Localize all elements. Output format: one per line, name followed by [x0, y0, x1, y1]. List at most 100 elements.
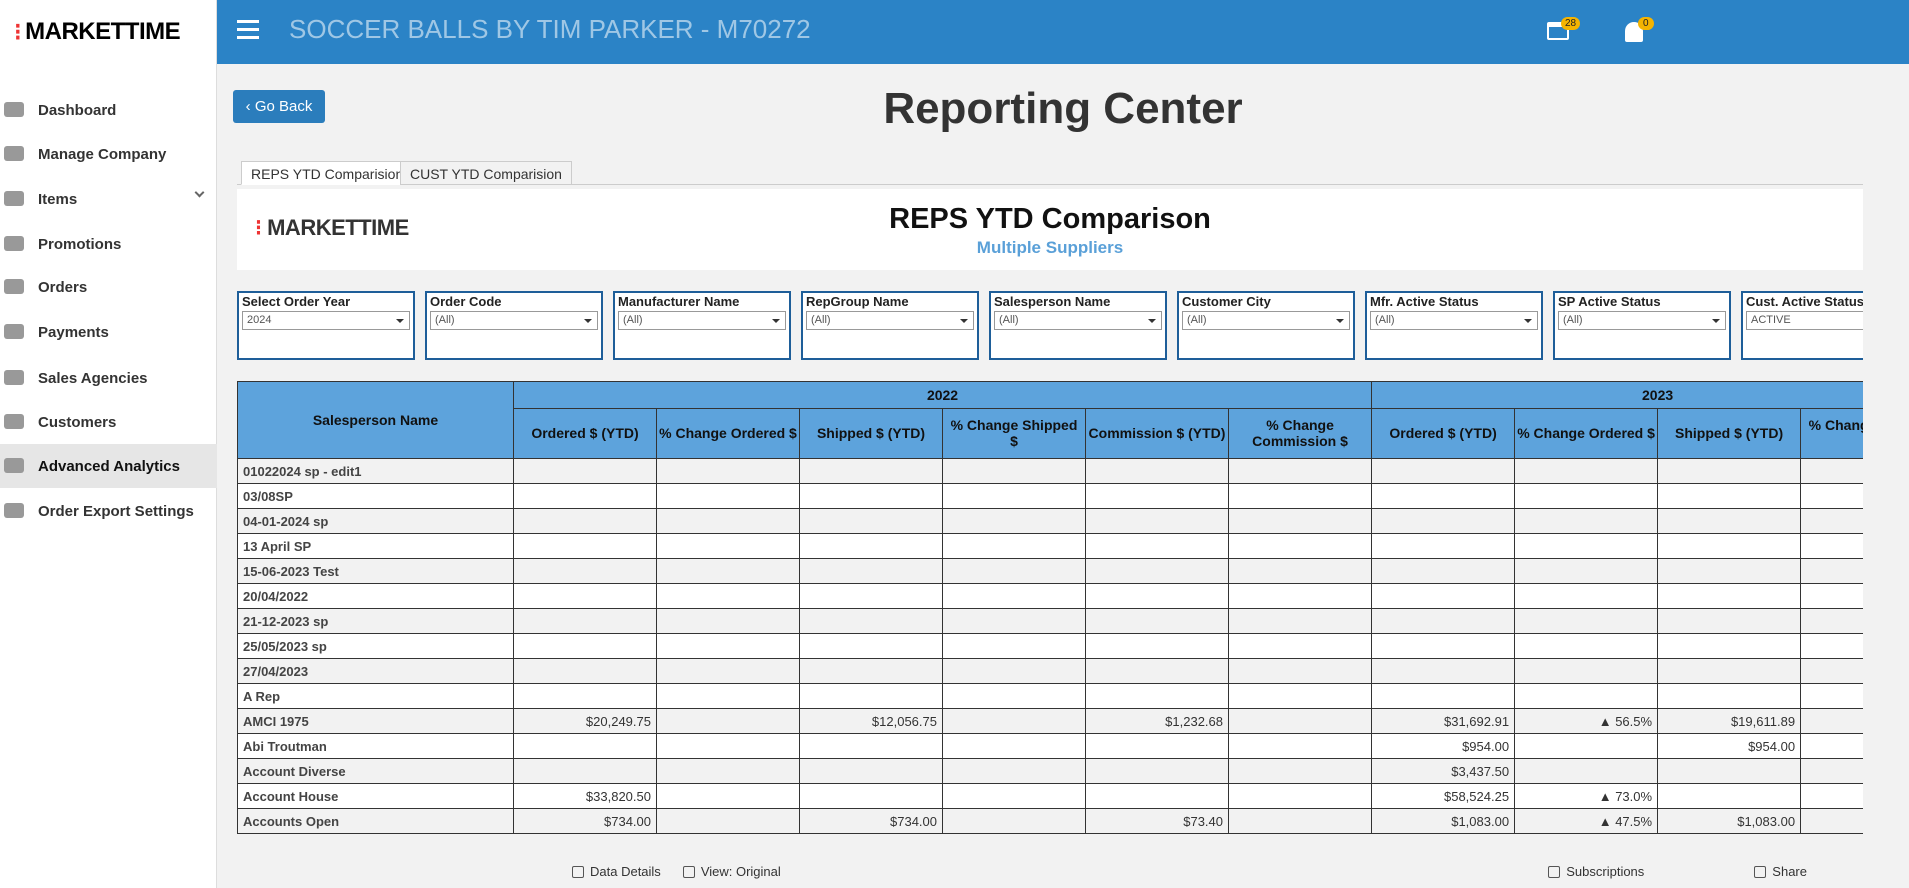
value-cell: [1657, 608, 1802, 634]
filter-select[interactable]: (All): [994, 311, 1162, 330]
value-cell: [1800, 558, 1863, 584]
value-cell: [1657, 658, 1802, 684]
value-cell: $33,820.50: [513, 783, 657, 809]
nav-label: Promotions: [38, 235, 122, 253]
filter-select[interactable]: (All): [618, 311, 786, 330]
value-cell: [1085, 658, 1229, 684]
top-bar: SOCCER BALLS BY TIM PARKER - M70272 28 0: [217, 0, 1909, 64]
nav-item[interactable]: Items: [0, 177, 217, 221]
filter-select[interactable]: (All): [1558, 311, 1726, 330]
nav-label: Advanced Analytics: [38, 457, 180, 475]
report-logo: ⁝ MARKETTIME: [255, 215, 409, 240]
cart-icon[interactable]: [1547, 22, 1569, 40]
value-cell: [1227, 483, 1373, 509]
value-cell: [1371, 508, 1516, 534]
nav-item[interactable]: Promotions: [0, 222, 217, 266]
value-cell: [799, 558, 943, 584]
table-row: 03/08SP: [237, 483, 1863, 509]
value-cell: [1227, 708, 1373, 734]
nav-item[interactable]: Manage Company: [0, 132, 217, 176]
value-cell: $954.00: [1371, 733, 1516, 759]
column-row: Ordered $ (YTD)% Change Ordered $ Shipped…: [238, 408, 1863, 459]
nav-icon: [4, 146, 24, 161]
value-cell: [513, 483, 657, 509]
value-cell: [799, 458, 943, 484]
table-row: AMCI 1975 $20,249.75 $12,056.75 $1,232.68 $3…: [237, 708, 1863, 734]
value-cell: [799, 683, 943, 709]
toolbar-button[interactable]: View: Original: [682, 864, 781, 879]
notification-count: 0: [1638, 17, 1654, 30]
filter-select[interactable]: (All): [1182, 311, 1350, 330]
value-cell: [513, 583, 657, 609]
value-cell: $1,083.00: [1371, 808, 1516, 834]
value-cell: $734.00: [513, 808, 657, 834]
table-row: 15-06-2023 Test: [237, 558, 1863, 584]
menu-button[interactable]: [237, 20, 259, 23]
filter-label: RepGroup Name: [806, 294, 909, 309]
filter-select[interactable]: (All): [430, 311, 598, 330]
nav-item[interactable]: Customers: [0, 400, 217, 444]
value-cell: [513, 633, 657, 659]
nav-label: Items: [38, 190, 78, 208]
value-cell: $1,232.68: [1085, 708, 1229, 734]
filter: Manufacturer Name (All): [613, 291, 791, 360]
filter: Order Code (All): [425, 291, 603, 360]
nav-item[interactable]: Dashboard: [0, 88, 217, 132]
value-cell: ▲ 73.0%: [1514, 783, 1659, 809]
page-title: Reporting Center: [883, 84, 1243, 133]
report-tab[interactable]: REPS YTD Comparision: [241, 161, 414, 185]
value-cell: [656, 658, 800, 684]
toolbar-button[interactable]: Share: [1754, 864, 1807, 879]
value-cell: [1227, 633, 1373, 659]
toolbar-button[interactable]: Data Details: [572, 864, 661, 879]
row-header: Salesperson Name: [237, 381, 514, 459]
go-back-button[interactable]: ‹ Go Back: [233, 90, 325, 123]
column-header: Shipped $ (YTD): [799, 408, 943, 459]
value-cell: [1514, 458, 1659, 484]
nav-label: Customers: [38, 413, 117, 431]
nav-item[interactable]: Order Export Settings: [0, 489, 217, 533]
value-cell: [1227, 808, 1373, 834]
toolbar-icon: [572, 865, 584, 878]
toolbar-button[interactable]: Subscriptions: [1548, 864, 1644, 879]
salesperson-cell: 21-12-2023 sp: [237, 608, 514, 634]
value-cell: [1657, 683, 1802, 709]
value-cell: [1085, 508, 1229, 534]
value-cell: [1227, 733, 1373, 759]
value-cell: [513, 508, 657, 534]
value-cell: [799, 608, 943, 634]
value-cell: [1800, 458, 1863, 484]
filter-select[interactable]: (All): [1370, 311, 1538, 330]
brand: MARKETTIME: [25, 18, 181, 45]
toolbar-icon: [1548, 865, 1561, 878]
value-cell: [1657, 508, 1802, 534]
filter-select[interactable]: (All): [806, 311, 974, 330]
value-cell: [1657, 633, 1802, 659]
value-cell: [1227, 758, 1373, 784]
value-cell: [942, 608, 1086, 634]
value-cell: [1227, 533, 1373, 559]
report-tab[interactable]: CUST YTD Comparision: [400, 161, 572, 185]
value-cell: [1800, 508, 1863, 534]
value-cell: [942, 733, 1086, 759]
filter-select[interactable]: ACTIVE: [1746, 311, 1863, 330]
nav-item[interactable]: Payments: [0, 310, 217, 354]
salesperson-cell: 04-01-2024 sp: [237, 508, 514, 534]
value-cell: [1371, 558, 1516, 584]
filter: Mfr. Active Status (All): [1365, 291, 1543, 360]
nav-item[interactable]: Advanced Analytics: [0, 444, 217, 488]
column-header: % Change Commission $: [1227, 408, 1373, 459]
nav-item[interactable]: Orders: [0, 265, 217, 309]
store-title: SOCCER BALLS BY TIM PARKER - M70272: [289, 14, 811, 44]
nav-label: Orders: [38, 278, 88, 296]
nav-label: Manage Company: [38, 145, 167, 163]
value-cell: $31,692.91: [1371, 708, 1516, 734]
value-cell: [1800, 758, 1863, 784]
brand-logo[interactable]: ⁝ MARKETTIME: [14, 18, 181, 46]
nav-item[interactable]: Sales Agencies: [0, 356, 217, 400]
report-table: Salesperson Name 2022 2023 Ordered $ (YTD)%…: [237, 381, 1863, 834]
value-cell: [1085, 558, 1229, 584]
filter-select[interactable]: 2024: [242, 311, 410, 330]
column-header: % Change Ordered $: [1514, 408, 1659, 459]
filter: Cust. Active Status ACTIVE: [1741, 291, 1863, 360]
